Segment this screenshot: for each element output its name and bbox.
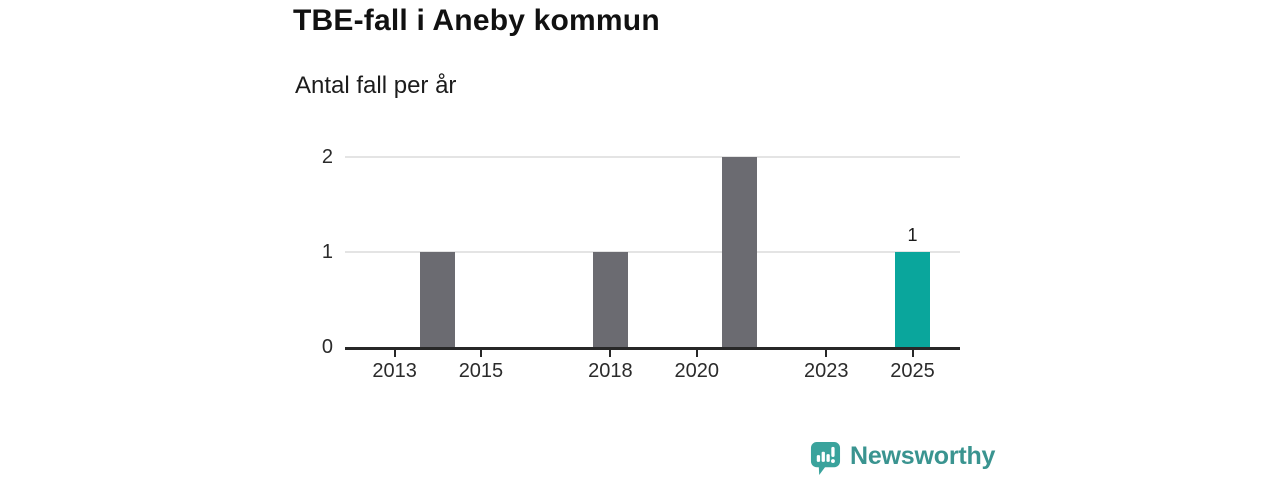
bar-2014 bbox=[420, 252, 456, 347]
x-tick-label-2013: 2013 bbox=[372, 360, 417, 382]
x-tick-2013 bbox=[393, 350, 396, 357]
x-tick-label-2025: 2025 bbox=[890, 360, 935, 382]
x-tick-label-2023: 2023 bbox=[803, 360, 849, 382]
y-tick-label-1: 1 bbox=[321, 241, 333, 263]
x-tick-label-2018: 2018 bbox=[588, 360, 633, 382]
bar-2018 bbox=[592, 252, 628, 347]
chart-title: TBE-fall i Aneby kommun bbox=[293, 4, 660, 37]
x-tick-label-2015: 2015 bbox=[458, 360, 504, 382]
gridline-2 bbox=[345, 156, 960, 158]
newsworthy-logo[interactable]: Newsworthy bbox=[810, 441, 995, 476]
brand-wordmark: Newsworthy bbox=[850, 442, 996, 470]
y-tick-label-2: 2 bbox=[321, 146, 333, 168]
y-tick-label-0: 0 bbox=[321, 336, 333, 358]
x-tick-2025 bbox=[911, 350, 914, 357]
x-tick-label-2020: 2020 bbox=[674, 360, 719, 382]
bar-value-label-2025: 1 bbox=[907, 225, 918, 245]
x-tick-2015 bbox=[479, 350, 482, 357]
chart-subtitle: Antal fall per år bbox=[295, 72, 457, 99]
bar-2025 bbox=[895, 252, 931, 347]
plot-area: 0 1 2 2013 2015 2018 2020 2023 2025 1 bbox=[322, 147, 960, 382]
x-tick-2020 bbox=[695, 350, 698, 357]
x-tick-2023 bbox=[825, 350, 828, 357]
bar-chart-speech-bubble-icon bbox=[810, 441, 841, 476]
gridline-1 bbox=[345, 251, 960, 253]
bar-2021 bbox=[722, 157, 758, 347]
x-tick-2018 bbox=[609, 350, 612, 357]
